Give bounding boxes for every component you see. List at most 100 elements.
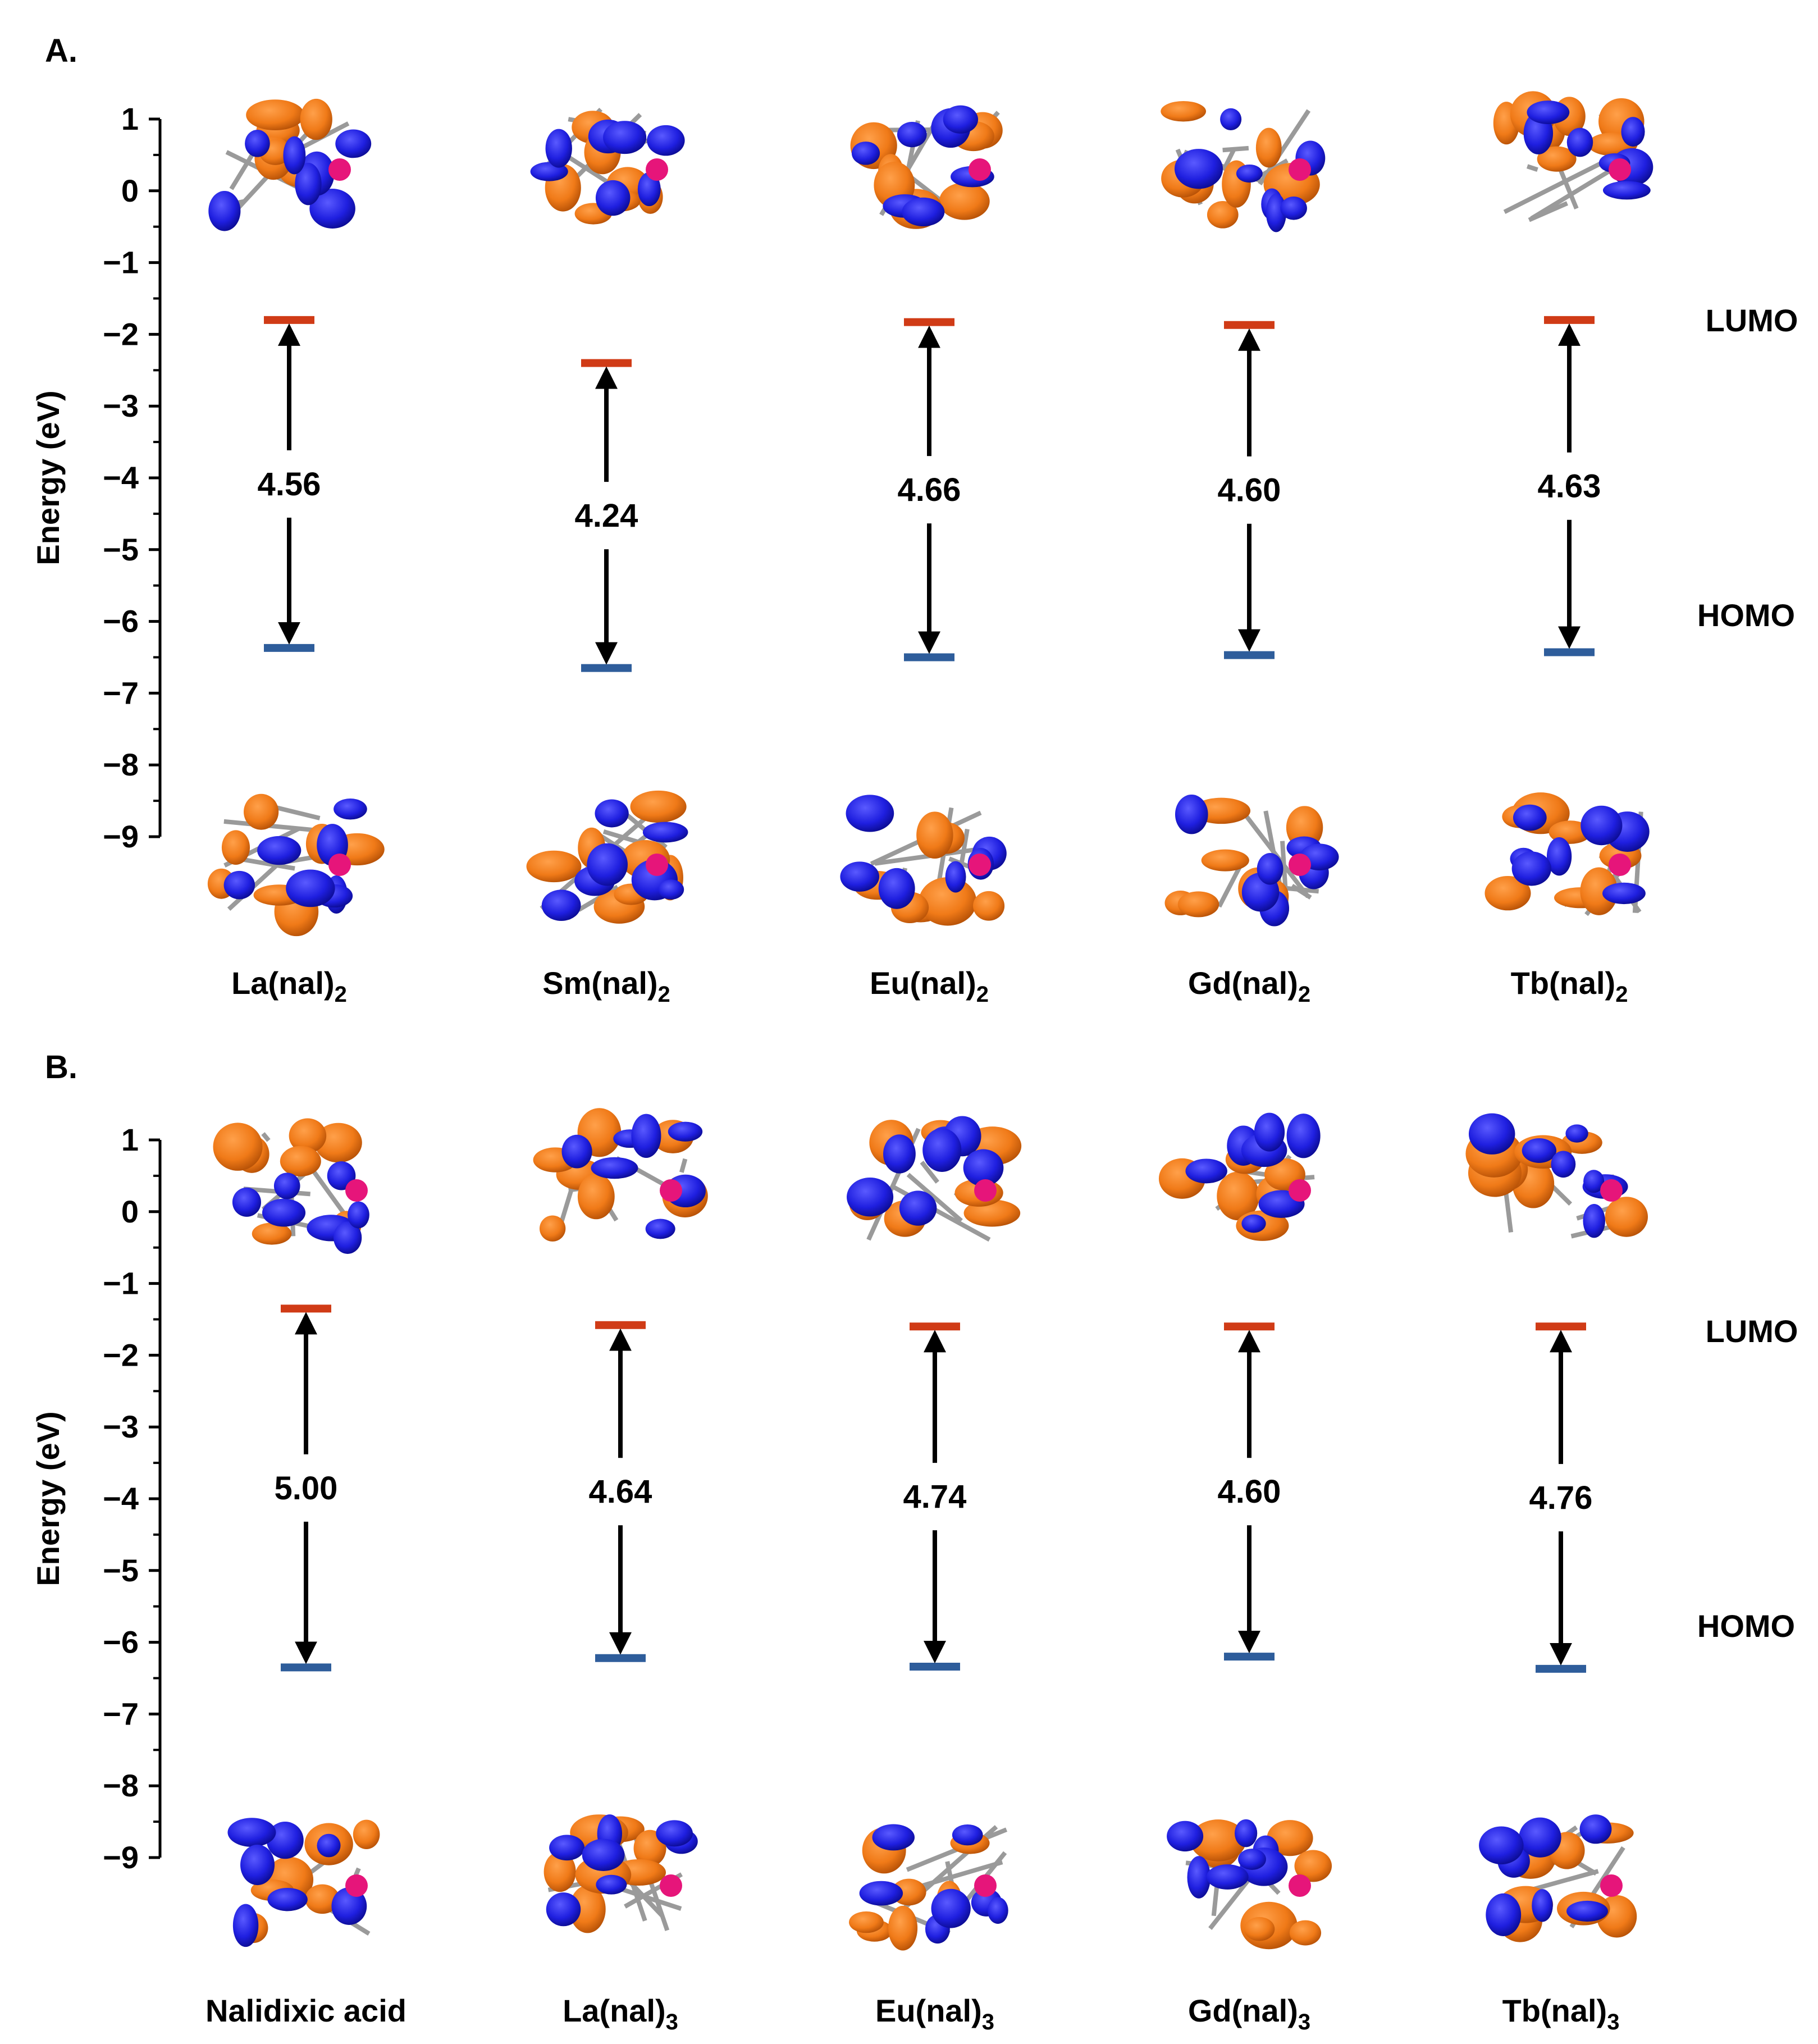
orbital-lobe-blue — [1565, 1124, 1588, 1143]
orbital-lobe-blue — [541, 889, 581, 921]
molecular-orbital-graphic — [543, 1814, 698, 1933]
bond — [563, 152, 611, 185]
orbital-lobe-orange — [939, 182, 990, 220]
orbital-lobe-blue — [840, 861, 880, 892]
orbital-lobe-orange — [1580, 867, 1618, 915]
orbital-lobe-blue — [658, 879, 684, 900]
orbital-lobe-orange — [1161, 101, 1207, 122]
y-tick-label: −9 — [103, 1840, 139, 1875]
orbital-lobe-blue — [878, 868, 915, 909]
metal-atom — [1289, 158, 1311, 181]
orbital-lobe-orange — [1267, 1820, 1313, 1856]
metal-atom — [328, 158, 351, 181]
compound-label: Eu(nal)3 — [875, 1993, 994, 2034]
orbital-lobe-blue — [1566, 1900, 1608, 1922]
y-tick-label: 1 — [121, 101, 139, 136]
metal-atom — [974, 1179, 997, 1202]
orbital-lobe-blue — [668, 1121, 703, 1142]
gap-value-label: 4.24 — [575, 498, 638, 534]
molecular-orbital-graphic — [1493, 91, 1653, 222]
orbital-lobe-blue — [846, 795, 894, 832]
bond — [906, 1172, 963, 1223]
bond — [919, 1860, 1003, 1889]
orbital-lobe-blue — [348, 1201, 369, 1229]
orbital-lobe-blue — [1280, 197, 1307, 220]
bond — [1526, 164, 1538, 172]
y-tick-label: −8 — [103, 1768, 139, 1803]
orbital-lobe-orange — [305, 1884, 340, 1914]
metal-atom — [345, 1874, 368, 1897]
orbital-lobe-blue — [945, 861, 966, 893]
orbital-lobe-blue — [603, 121, 647, 154]
bond — [1221, 148, 1236, 172]
orbital-lobe-blue — [223, 870, 255, 900]
orbital-lobe-blue — [208, 190, 241, 231]
orbital-lobe-orange — [539, 1215, 566, 1242]
orbital-lobe-blue — [262, 1198, 306, 1227]
gap-value-label: 4.66 — [898, 472, 961, 508]
orbital-lobe-blue — [1167, 1821, 1204, 1852]
y-tick-label: −7 — [103, 1696, 139, 1731]
orbital-lobe-blue — [1236, 164, 1263, 183]
orbital-lobe-orange — [569, 1885, 606, 1933]
orbital-lobe-blue — [1238, 1849, 1266, 1870]
molecular-orbital-graphic — [526, 790, 688, 924]
metal-atom — [1289, 1874, 1311, 1897]
orbital-lobe-blue — [1566, 127, 1593, 157]
metal-atom — [1289, 1179, 1311, 1202]
orbital-lobe-orange — [314, 1123, 362, 1163]
bond — [1528, 201, 1569, 222]
lumo-label: LUMO — [1706, 303, 1798, 338]
orbital-lobe-blue — [267, 1887, 308, 1911]
orbital-lobe-blue — [295, 162, 322, 206]
orbital-lobe-blue — [987, 1897, 1008, 1924]
lumo-label: LUMO — [1706, 1313, 1798, 1349]
compound-label: Sm(nal)2 — [542, 965, 670, 1007]
orbital-lobe-blue — [1579, 1814, 1612, 1844]
molecular-orbital-graphic — [1479, 1814, 1637, 1942]
orbital-lobe-orange — [1201, 849, 1249, 872]
orbital-lobe-orange — [1207, 200, 1239, 229]
y-axis-label: Energy (eV) — [30, 390, 66, 565]
molecular-orbital-graphic — [1161, 101, 1326, 232]
orbital-lobe-blue — [851, 142, 880, 165]
orbital-lobe-orange — [300, 98, 332, 140]
orbital-lobe-blue — [952, 1824, 983, 1846]
gap-value-label: 4.64 — [589, 1473, 652, 1510]
molecular-orbital-graphic — [1465, 1113, 1648, 1239]
orbital-lobe-blue — [273, 1172, 300, 1199]
orbital-lobe-blue — [309, 189, 355, 229]
orbital-lobe-blue — [1583, 1170, 1605, 1193]
orbital-lobe-blue — [1235, 1819, 1258, 1847]
orbital-lobe-blue — [1286, 1114, 1321, 1158]
orbital-lobe-blue — [1187, 1856, 1211, 1899]
orbital-lobe-orange — [1217, 1171, 1259, 1221]
bond — [920, 1161, 939, 1184]
orbital-lobe-orange — [526, 850, 582, 883]
orbital-lobe-orange — [973, 891, 1005, 921]
orbital-lobe-blue — [286, 869, 335, 907]
orbital-lobe-blue — [963, 1149, 1004, 1187]
molecular-orbital-graphic — [1164, 795, 1339, 927]
gap-value-label: 4.63 — [1538, 468, 1601, 505]
orbital-lobe-blue — [1468, 1113, 1515, 1155]
molecular-orbital-graphic — [208, 98, 372, 231]
metal-atom — [660, 1874, 682, 1897]
metal-atom — [1609, 158, 1631, 181]
orbital-lobe-orange — [213, 1123, 263, 1171]
orbital-lobe-orange — [1255, 127, 1282, 168]
gap-value-label: 4.76 — [1529, 1480, 1593, 1516]
metal-atom — [1600, 1179, 1623, 1202]
compound-label: Gd(nal)3 — [1188, 1993, 1310, 2034]
molecular-orbital-graphic — [530, 107, 685, 225]
y-tick-label: −8 — [103, 747, 139, 782]
orbital-lobe-blue — [645, 1219, 675, 1239]
orbital-lobe-blue — [1581, 805, 1623, 846]
orbital-lobe-blue — [872, 1824, 915, 1851]
compound-label: Nalidixic acid — [205, 1993, 406, 2028]
orbital-lobe-orange — [1605, 1197, 1648, 1237]
compound-label: Tb(nal)2 — [1511, 965, 1628, 1007]
panel-a: A. 1 0 −1 −2 −3 −4 −5 −6 −7 −8 −9 Energy (eV) LUMO HOM… — [30, 33, 1798, 1007]
molecular-orbital-graphic — [533, 1108, 708, 1242]
